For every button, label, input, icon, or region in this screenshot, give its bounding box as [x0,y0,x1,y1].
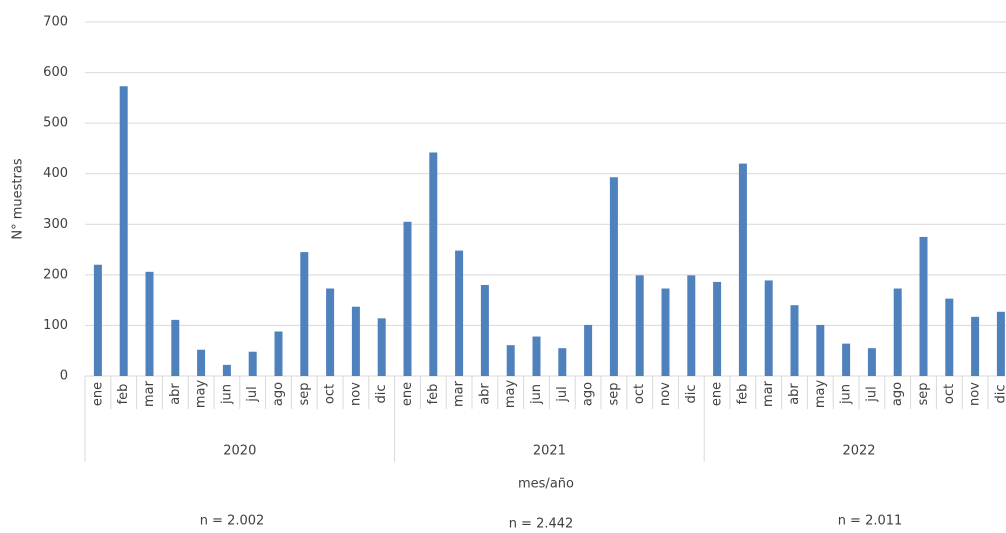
bar [403,221,412,376]
bar [248,351,257,376]
y-tick-label: 600 [43,65,68,80]
x-tick-label: ene [90,382,105,406]
bar [222,364,231,376]
x-tick-label: dic [374,384,389,403]
x-tick-label: oct [942,384,957,404]
x-tick-label: abr [787,383,802,405]
bar [480,284,489,376]
x-tick-label: ago [271,382,286,406]
bar [171,319,180,376]
x-axis-title: mes/año [518,477,574,492]
x-tick-label: jun [219,384,234,405]
y-tick-label: 0 [60,369,68,384]
x-tick-label: abr [477,383,492,405]
x-tick-label: dic [684,384,699,403]
x-tick-label: feb [426,384,441,405]
annotation: n = 2.011 [838,514,903,529]
x-tick-label: abr [168,383,183,405]
bar [300,252,309,376]
y-tick-label: 300 [43,217,68,232]
bar [119,86,128,377]
bar [919,236,928,376]
group-label: 2022 [842,444,875,459]
y-tick-label: 100 [43,318,68,333]
bar [816,324,825,376]
y-tick-label: 500 [43,116,68,131]
y-axis-title: N° muestras [11,158,26,239]
x-tick-label: oct [323,384,338,404]
x-tick-label: ago [890,382,905,406]
bar [197,349,206,376]
x-tick-label: nov [658,382,673,406]
bar [790,305,799,376]
x-tick-label: feb [116,384,131,405]
x-tick-label: jul [864,386,879,402]
group-label: 2020 [223,444,256,459]
bar [326,288,335,376]
bar [506,345,515,376]
x-tick-label: jul [555,386,570,402]
bar [609,177,618,376]
x-tick-label: may [813,380,828,409]
x-tick-label: oct [632,384,647,404]
x-tick-label: may [503,380,518,409]
bar [532,336,541,376]
bar [377,318,386,376]
y-tick-label: 200 [43,267,68,282]
bar [893,288,902,376]
bar [429,152,438,376]
bar [945,298,954,376]
x-tick-label: jun [839,384,854,405]
x-tick-label: may [194,380,209,409]
bar [713,281,722,376]
x-tick-label: dic [993,384,1006,403]
group-label: 2021 [533,444,566,459]
x-tick-label: sep [606,382,621,405]
bar [93,264,102,376]
x-tick-label: sep [916,382,931,405]
x-tick-label: jul [245,386,260,402]
y-tick-label: 400 [43,166,68,181]
bar [145,271,154,376]
bar [558,348,567,376]
x-tick-label: sep [297,382,312,405]
bar [738,163,747,376]
bar [867,348,876,376]
bar [687,275,696,376]
annotation: n = 2.442 [509,517,574,532]
x-tick-label: mar [142,380,157,407]
x-tick-label: ago [581,382,596,406]
x-tick-label: ene [400,382,415,406]
bar [764,280,773,376]
annotation: n = 2.002 [200,514,265,529]
x-tick-label: mar [452,380,467,407]
bar [455,250,464,376]
x-tick-label: feb [735,384,750,405]
bar [842,343,851,376]
x-tick-label: nov [348,382,363,406]
bar [971,316,980,376]
bar [351,306,360,376]
bar [584,324,593,376]
x-tick-label: mar [761,380,776,407]
x-tick-label: ene [710,382,725,406]
x-tick-label: nov [968,382,983,406]
bar [661,288,670,376]
bar [996,311,1005,376]
x-tick-label: jun [529,384,544,405]
bar [635,275,644,376]
bar [274,331,283,376]
y-tick-label: 700 [43,15,68,30]
